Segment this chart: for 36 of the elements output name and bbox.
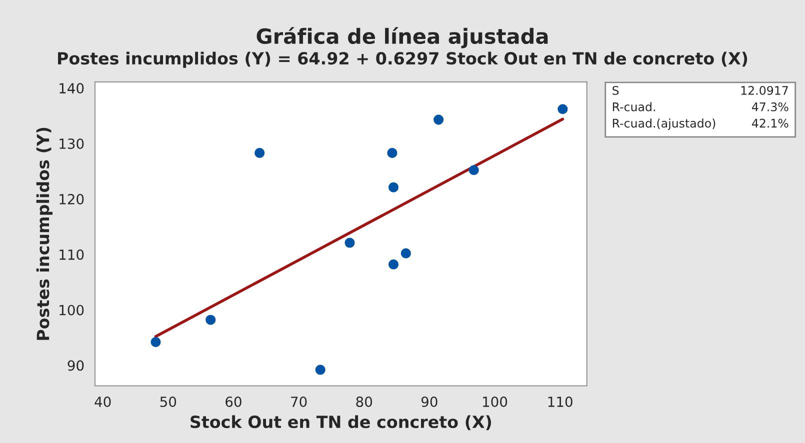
y-axis-title: Postes incumplidos (Y)	[36, 128, 53, 340]
point	[558, 104, 568, 114]
y-tick-label: 120	[60, 194, 84, 204]
y-tick-label: 100	[60, 304, 84, 316]
point	[315, 364, 326, 375]
y-tick-label: 140	[60, 83, 84, 94]
x-tick-label: 80	[356, 396, 372, 408]
chart-subtitle: Postes incumplidos (Y) = 64.92 + 0.6297 Stock Out en TN de concreto (X)	[58, 52, 748, 68]
text: R-cuad.(ajustado)	[612, 118, 716, 130]
text: S	[612, 86, 619, 95]
x-tick-label: 100	[483, 396, 508, 408]
text: 47.3%	[752, 102, 788, 112]
point	[344, 238, 355, 248]
point	[388, 259, 399, 270]
y-tick-label: 130	[60, 138, 84, 149]
point	[206, 314, 216, 325]
x-tick-label: 50	[160, 396, 176, 408]
x-tick-label: 110	[548, 396, 572, 408]
x-tick-label: 40	[94, 396, 111, 408]
chart-title: Gráfica de línea ajustada	[256, 27, 548, 48]
y-tick-label: 90	[68, 360, 84, 371]
x-axis-title: Stock Out en TN de concreto (X)	[190, 415, 491, 430]
x-tick-label: 60	[226, 396, 242, 408]
text: R-cuad.	[612, 102, 655, 112]
point	[388, 182, 399, 192]
y-tick-label: 110	[60, 249, 84, 260]
point	[150, 337, 161, 348]
point	[468, 165, 479, 176]
x-tick-label: 90	[421, 396, 438, 408]
point	[254, 148, 265, 158]
text: 42.1%	[752, 118, 788, 128]
x-tick-label: 70	[291, 396, 307, 408]
point	[387, 148, 398, 158]
text: 12.0917	[741, 86, 788, 95]
point	[434, 114, 444, 125]
point	[400, 248, 411, 258]
